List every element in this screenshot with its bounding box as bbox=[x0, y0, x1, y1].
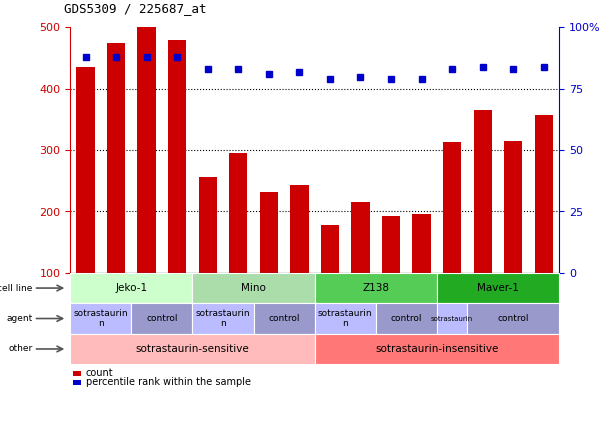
Bar bbox=[70, 303, 131, 334]
Bar bbox=[376, 303, 437, 334]
Text: other: other bbox=[8, 344, 32, 354]
Bar bbox=[351, 202, 370, 273]
Text: count: count bbox=[86, 368, 113, 378]
Text: GDS5309 / 225687_at: GDS5309 / 225687_at bbox=[64, 2, 207, 15]
Text: sotrastaurin
n: sotrastaurin n bbox=[318, 309, 373, 328]
Text: sotrastaurin
n: sotrastaurin n bbox=[196, 309, 251, 328]
Text: percentile rank within the sample: percentile rank within the sample bbox=[86, 377, 251, 387]
Bar bbox=[290, 185, 309, 273]
Text: Maver-1: Maver-1 bbox=[477, 283, 519, 293]
Text: Mino: Mino bbox=[241, 283, 266, 293]
Text: sotrastaurin-insensitive: sotrastaurin-insensitive bbox=[375, 344, 499, 354]
Text: Z138: Z138 bbox=[362, 283, 389, 293]
Bar bbox=[137, 27, 156, 273]
Bar bbox=[443, 142, 461, 273]
Text: sotrastaurin
n: sotrastaurin n bbox=[73, 309, 128, 328]
Bar bbox=[467, 303, 559, 334]
Text: agent: agent bbox=[6, 314, 32, 323]
Bar bbox=[192, 303, 254, 334]
Bar bbox=[315, 273, 437, 303]
Bar bbox=[199, 176, 217, 273]
Bar bbox=[254, 303, 315, 334]
Bar bbox=[504, 141, 522, 273]
Bar bbox=[131, 303, 192, 334]
Bar bbox=[107, 43, 125, 273]
Bar bbox=[412, 214, 431, 273]
Bar bbox=[474, 110, 492, 273]
Bar bbox=[382, 216, 400, 273]
Text: cell line: cell line bbox=[0, 283, 32, 293]
Text: control: control bbox=[390, 314, 422, 323]
Bar bbox=[73, 380, 81, 385]
Bar bbox=[76, 67, 95, 273]
Bar bbox=[437, 273, 559, 303]
Bar bbox=[315, 303, 376, 334]
Bar bbox=[70, 334, 315, 364]
Text: control: control bbox=[497, 314, 529, 323]
Text: control: control bbox=[146, 314, 178, 323]
Bar bbox=[168, 40, 186, 273]
Bar bbox=[229, 153, 247, 273]
Bar bbox=[437, 303, 467, 334]
Text: control: control bbox=[268, 314, 300, 323]
Bar bbox=[260, 192, 278, 273]
Text: sotrastaurin-sensitive: sotrastaurin-sensitive bbox=[136, 344, 249, 354]
Text: Jeko-1: Jeko-1 bbox=[115, 283, 147, 293]
Bar bbox=[321, 225, 339, 273]
Bar bbox=[70, 273, 192, 303]
Bar bbox=[315, 334, 559, 364]
Text: sotrastaurin: sotrastaurin bbox=[431, 316, 474, 321]
Bar bbox=[192, 273, 315, 303]
Bar bbox=[535, 115, 553, 273]
Bar bbox=[73, 371, 81, 376]
